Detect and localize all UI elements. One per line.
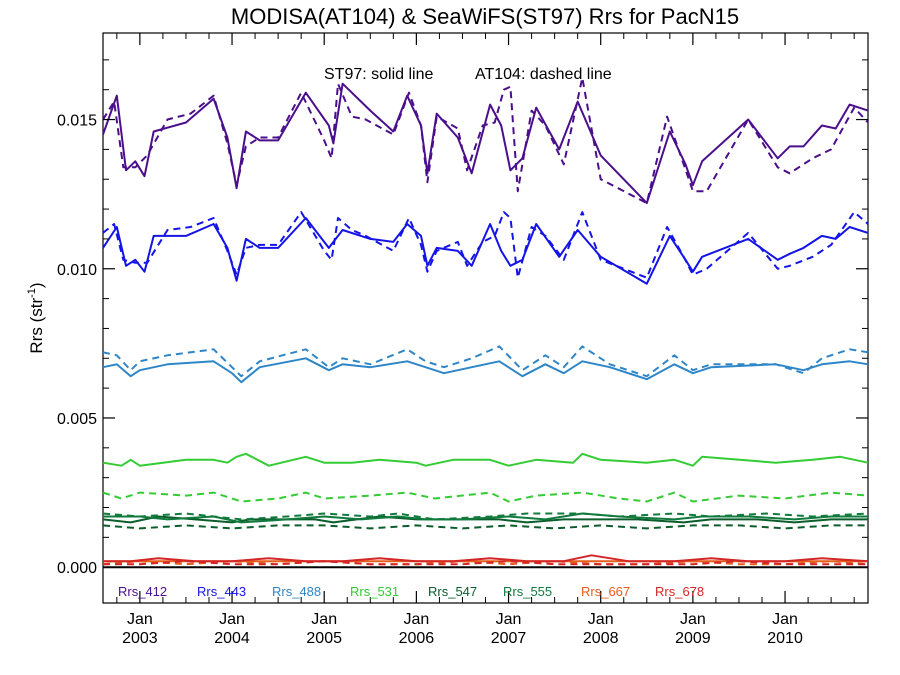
y-tick-label: 0.015 <box>57 113 97 130</box>
legend-entry-rrs-443: Rrs_443 <box>197 584 246 599</box>
series-rrs-547-dashed <box>102 524 868 530</box>
y-tick-label: 0.010 <box>57 262 97 279</box>
series-rrs-412-dashed <box>102 76 869 205</box>
x-axis: Jan 2003 Jan 2004 Jan 2005 Jan 2006 Jan 2007 Jan 20… <box>116 33 855 647</box>
x-tick-label-month: Jan <box>127 611 153 628</box>
x-tick-label-month: Jan <box>311 611 337 628</box>
x-tick-label-month: Jan <box>403 611 429 628</box>
series-rrs-678-dashed <box>103 560 868 566</box>
y-axis: 0.000 0.005 0.010 0.015 <box>57 59 868 577</box>
series-rrs-488-dashed <box>102 345 869 378</box>
y-tick-label: 0.005 <box>57 411 97 428</box>
legend-entry-rrs-547: Rrs_547 <box>428 584 477 599</box>
series-rrs-412-solid <box>102 82 869 205</box>
annotation-solid: ST97: solid line <box>324 66 433 83</box>
y-axis-label-main: Rrs (str <box>27 298 46 354</box>
legend-entry-rrs-531: Rrs_531 <box>350 584 399 599</box>
legend-entry-rrs-555: Rrs_555 <box>503 584 552 599</box>
y-axis-label-superscript: -1 <box>26 288 38 298</box>
x-tick-label-month: Jan <box>496 611 522 628</box>
plot-area: 0.000 0.005 0.010 0.015 Jan 2003 Jan 2004 Jan 20… <box>57 32 869 647</box>
series-rrs-555-dashed <box>102 512 869 521</box>
x-tick-label-month: Jan <box>219 611 245 628</box>
x-tick-label-year: 2004 <box>214 630 250 647</box>
chart-title: MODISA(AT104) & SeaWiFS(ST97) Rrs for Pa… <box>231 4 739 29</box>
series-layer <box>102 76 869 566</box>
x-tick-label-year: 2009 <box>675 630 711 647</box>
annotation-dashed: AT104: dashed line <box>475 66 612 83</box>
legend-entry-rrs-667: Rrs_667 <box>581 584 630 599</box>
series-rrs-678-solid <box>103 554 869 563</box>
series-rrs-531-solid <box>102 452 869 467</box>
y-tick-label: 0.000 <box>57 560 97 577</box>
x-tick-label-year: 2008 <box>583 630 619 647</box>
legend-entry-rrs-488: Rrs_488 <box>272 584 321 599</box>
y-axis-label-close: ) <box>27 282 46 288</box>
series-rrs-531-dashed <box>102 491 869 503</box>
x-tick-label-year: 2007 <box>491 630 527 647</box>
y-axis-label: Rrs (str-1) <box>26 282 46 353</box>
x-tick-label-month: Jan <box>588 611 614 628</box>
x-tick-label-year: 2005 <box>306 630 342 647</box>
x-tick-label-year: 2006 <box>399 630 435 647</box>
legend-entry-rrs-412: Rrs_412 <box>118 584 167 599</box>
x-tick-label-year: 2003 <box>122 630 158 647</box>
x-tick-label-year: 2010 <box>767 630 803 647</box>
legend: Rrs_412 Rrs_443 Rrs_488 Rrs_531 Rrs_547 Rrs_5… <box>118 584 704 599</box>
legend-entry-rrs-678: Rrs_678 <box>655 584 704 599</box>
x-tick-label-month: Jan <box>772 611 798 628</box>
series-rrs-488-solid <box>102 357 869 384</box>
x-tick-label-month: Jan <box>680 611 706 628</box>
series-rrs-443-dashed <box>102 211 869 279</box>
series-rrs-443-solid <box>102 217 869 285</box>
